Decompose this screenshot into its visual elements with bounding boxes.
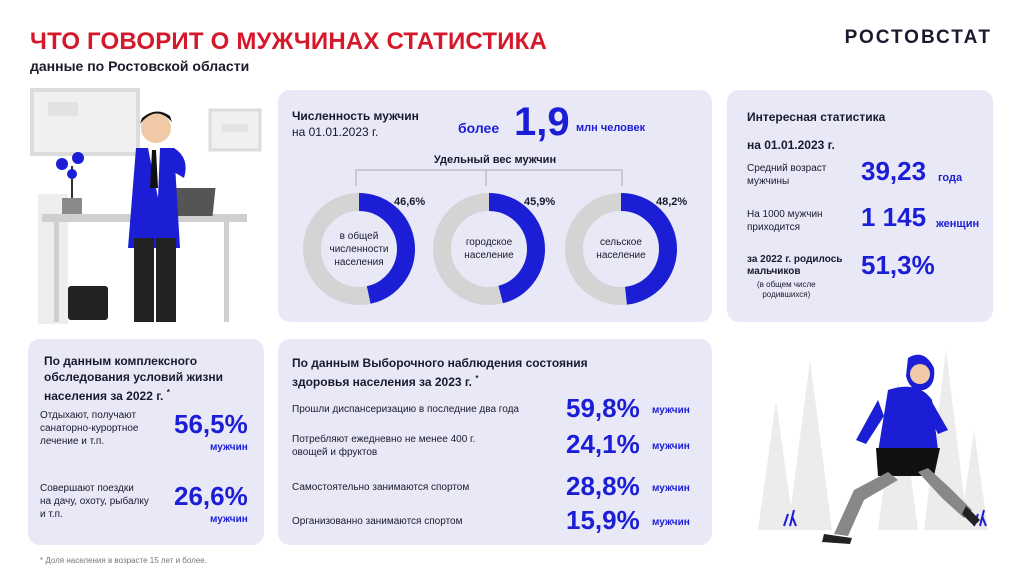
health-title: По данным Выборочного наблюдения состоян…: [292, 355, 588, 390]
health-item-text: Организованно занимаются спортом: [292, 516, 463, 527]
births-label-line1: за 2022 г. родилось: [747, 254, 843, 265]
health-item-text: Потребляют ежедневно не менее 400 г. овощ…: [292, 434, 476, 458]
donut-percent-label: 48,2%: [656, 196, 688, 208]
interesting-title: Интересная статистика: [747, 110, 886, 124]
births-note: (в общем числе родившихся): [757, 280, 816, 300]
donut-label: в общей численности населения: [329, 230, 389, 268]
donut-share-arc: [565, 193, 677, 305]
living-footnote-mark: *: [166, 388, 170, 397]
living-item-2-line1: Совершают поездки: [40, 483, 134, 494]
health-title-line2: здоровья населения за 2023 г.: [292, 375, 473, 389]
age-value: 39,23: [861, 156, 927, 186]
health-item-unit: мужчин: [652, 405, 690, 416]
population-prefix: более: [458, 120, 500, 136]
population-label: Численность мужчин на 01.01.2023 г.: [292, 108, 419, 140]
living-item-1-line1: Отдыхают, получают: [40, 410, 137, 421]
interesting-date: на 01.01.2023 г.: [747, 138, 835, 152]
living-title-line3: населения за 2022 г.: [44, 389, 164, 403]
living-conditions-card: По данным комплексного обследования усло…: [28, 339, 264, 545]
health-item-value: 24,1%: [566, 429, 640, 459]
births-value: 51,3%: [861, 250, 935, 280]
population-date: на 01.01.2023 г.: [292, 125, 379, 139]
births-note-line1: (в общем числе: [757, 280, 816, 289]
living-item-1-line2: санаторно-курортное: [40, 423, 139, 434]
donut-percent-label: 45,9%: [524, 196, 556, 208]
living-item-2-line2: на дачу, охоту, рыбалку: [40, 496, 149, 507]
living-item-2-text: Совершают поездки на дачу, охоту, рыбалк…: [40, 482, 149, 521]
donut-percent-label: 46,6%: [394, 196, 426, 208]
health-item-text: Самостоятельно занимаются спортом: [292, 482, 470, 493]
health-item-unit: мужчин: [652, 441, 690, 452]
population-label-line1: Численность мужчин: [292, 109, 419, 123]
living-title: По данным комплексного обследования усло…: [44, 353, 223, 404]
age-label-line1: Средний возраст: [747, 163, 827, 174]
births-note-line2: родившихся): [762, 290, 811, 299]
births-label-line2: мальчиков: [747, 266, 801, 277]
donut-share-arc: [433, 193, 545, 305]
population-card: Численность мужчин на 01.01.2023 г. боле…: [278, 90, 712, 322]
living-item-2-line3: и т.п.: [40, 509, 63, 520]
ratio-label-line2: приходится: [747, 222, 801, 233]
health-item-text: Прошли диспансеризацию в последние два г…: [292, 404, 519, 415]
ratio-value: 1 145: [861, 202, 927, 232]
donut-share-arc: [303, 193, 415, 305]
share-connector-lines: [355, 169, 623, 186]
donut-label: городское население: [464, 237, 514, 261]
health-footnote-mark: *: [475, 374, 479, 383]
share-donut-1: в общей численности населения 46,6%: [300, 190, 425, 308]
age-label-line2: мужчины: [747, 176, 790, 187]
page-title: ЧТО ГОВОРИТ О МУЖЧИНАХ СТАТИСТИКА: [30, 28, 548, 55]
share-title: Удельный вес мужчин: [433, 154, 557, 166]
health-item-unit: мужчин: [652, 517, 690, 528]
health-card: По данным Выборочного наблюдения состоян…: [278, 339, 712, 545]
rosstat-logo: РОСТОВСТАТ: [844, 27, 992, 48]
footnote: * Доля населения в возрасте 15 лет и бол…: [40, 556, 207, 565]
health-item-value: 59,8%: [566, 393, 640, 423]
health-title-line1: По данным Выборочного наблюдения состоян…: [292, 356, 588, 370]
health-item-value: 28,8%: [566, 471, 640, 501]
age-label: Средний возраст мужчины: [747, 162, 826, 188]
donut-label: сельское население: [596, 237, 646, 261]
living-item-2-unit: мужчин: [210, 514, 248, 525]
living-title-line1: По данным комплексного: [44, 354, 198, 368]
population-value: 1,9: [514, 100, 570, 144]
age-unit: года: [938, 172, 963, 184]
living-item-2-value: 26,6%: [174, 481, 248, 511]
interesting-card: Интересная статистика на 01.01.2023 г. С…: [727, 90, 993, 322]
living-title-line2: обследования условий жизни: [44, 370, 223, 384]
population-unit: млн человек: [576, 122, 646, 134]
living-item-1-line3: лечение и т.п.: [40, 436, 105, 447]
share-donut-3: сельское население 48,2%: [562, 190, 687, 308]
runner-illustration: [758, 350, 988, 544]
page-subtitle: данные по Ростовской области: [30, 58, 250, 74]
health-item-unit: мужчин: [652, 483, 690, 494]
health-item-value: 15,9%: [566, 505, 640, 535]
share-donut-2: городское население 45,9%: [430, 190, 555, 308]
ratio-label-line1: На 1000 мужчин: [747, 209, 823, 220]
ratio-label: На 1000 мужчин приходится: [747, 208, 823, 234]
births-label: за 2022 г. родилось мальчиков: [747, 254, 842, 278]
living-item-1-text: Отдыхают, получают санаторно-курортное л…: [40, 409, 139, 448]
living-item-1-value: 56,5%: [174, 409, 248, 439]
office-man-illustration: [30, 88, 262, 324]
living-item-1-unit: мужчин: [210, 442, 248, 453]
ratio-unit: женщин: [936, 218, 980, 230]
